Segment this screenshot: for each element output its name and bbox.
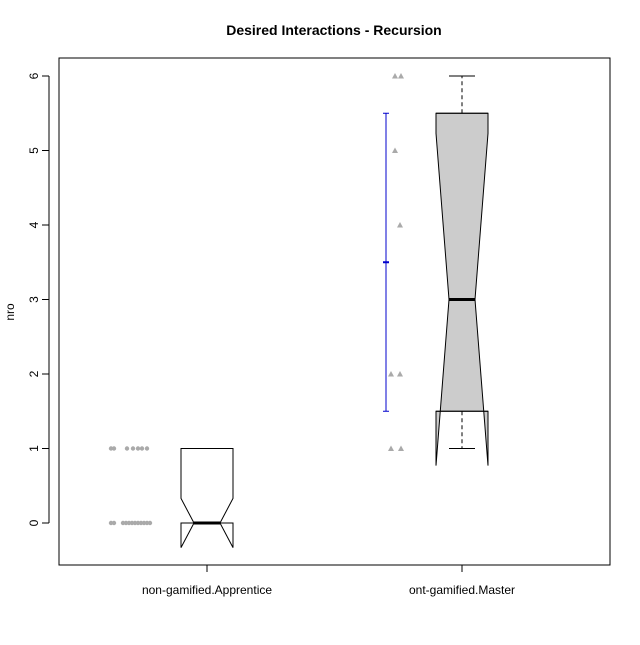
y-tick-label: 0 <box>27 519 41 526</box>
data-point <box>124 446 130 451</box>
boxes-layer <box>180 75 489 548</box>
data-point <box>111 446 117 451</box>
y-tick-label: 3 <box>27 296 41 303</box>
data-point <box>135 446 141 451</box>
data-point <box>397 371 403 377</box>
data-point <box>392 147 398 153</box>
y-tick-label: 1 <box>27 445 41 452</box>
data-point <box>398 445 404 451</box>
data-point <box>388 371 394 377</box>
intervals-layer <box>383 112 389 412</box>
y-tick-label: 6 <box>27 72 41 79</box>
x-axis: non-gamified.Apprentice ont-gamified.Mast… <box>142 565 515 597</box>
data-point <box>111 520 117 526</box>
plot-frame <box>58 57 611 566</box>
data-point <box>130 446 136 451</box>
data-point <box>397 222 403 228</box>
box-1 <box>180 448 234 548</box>
chart-title: Desired Interactions - Recursion <box>226 22 442 38</box>
data-point <box>392 73 398 79</box>
y-axis: 0 1 2 3 4 5 6 <box>27 72 50 526</box>
data-point <box>388 445 394 451</box>
y-tick-label: 4 <box>27 221 41 228</box>
x-tick-label: ont-gamified.Master <box>409 583 515 597</box>
data-point <box>139 446 145 451</box>
y-tick-label: 5 <box>27 147 41 154</box>
y-tick-label: 2 <box>27 370 41 377</box>
x-tick-label: non-gamified.Apprentice <box>142 583 272 597</box>
data-point <box>147 520 153 526</box>
data-point <box>144 446 150 451</box>
points-layer <box>108 73 404 526</box>
data-point <box>398 73 404 79</box>
box-2 <box>435 75 489 466</box>
y-axis-label: nro <box>3 303 17 321</box>
